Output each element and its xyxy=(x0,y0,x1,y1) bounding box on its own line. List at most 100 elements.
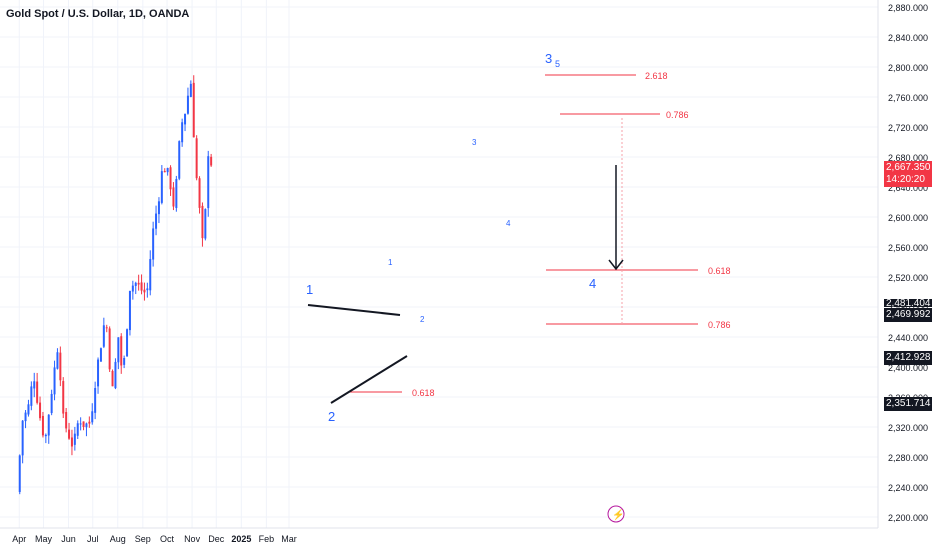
candle-body xyxy=(65,412,68,429)
candle-body xyxy=(117,337,120,363)
candle-body xyxy=(36,381,39,403)
candle-body xyxy=(192,82,195,138)
candle-body xyxy=(126,329,129,357)
candle-body xyxy=(137,282,140,285)
fib-label-0618-mid: 0.618 xyxy=(708,266,731,276)
y-tick-label: 2,320.000 xyxy=(888,423,928,433)
candle-body xyxy=(50,393,53,414)
x-tick-label: Feb xyxy=(259,534,275,544)
candle-body xyxy=(27,404,30,415)
candle-body xyxy=(18,455,21,492)
candle-body xyxy=(70,437,73,447)
candle-body xyxy=(53,367,56,395)
candle-body xyxy=(163,171,166,173)
candle-body xyxy=(166,167,169,173)
candle-body xyxy=(201,205,204,239)
price-badge-d: 2,351.714 xyxy=(884,397,932,411)
candle-body xyxy=(39,402,42,419)
y-tick-label: 2,400.000 xyxy=(888,363,928,373)
candle-body xyxy=(79,423,82,425)
candle-body xyxy=(189,83,192,97)
candle-body xyxy=(47,414,50,436)
x-tick-label: Dec xyxy=(208,534,225,544)
price-badge-b: 2,469.992 xyxy=(884,308,932,322)
candle-body xyxy=(56,352,59,369)
y-tick-label: 2,640.000 xyxy=(888,183,928,193)
wave-label-3: 3 xyxy=(545,51,552,66)
candle-body xyxy=(33,381,36,389)
price-badge-c: 2,412.928 xyxy=(884,351,932,365)
candle-body xyxy=(76,423,79,436)
candle-body xyxy=(140,282,143,291)
candle-body xyxy=(210,156,213,166)
annotations xyxy=(307,74,698,404)
y-tick-label: 2,520.000 xyxy=(888,273,928,283)
candle-body xyxy=(41,415,44,436)
y-tick-label: 2,560.000 xyxy=(888,243,928,253)
candle-body xyxy=(204,209,207,239)
projection-arrow-head xyxy=(608,259,624,271)
x-tick-label: Apr xyxy=(12,534,26,544)
fib-label-2618: 2.618 xyxy=(645,71,668,81)
candle-body xyxy=(123,357,126,365)
candle-body xyxy=(94,388,97,413)
candle-body xyxy=(59,352,62,381)
x-tick-label: Oct xyxy=(160,534,175,544)
wave-label-sub-1: 1 xyxy=(388,258,393,267)
candle-body xyxy=(73,433,76,445)
candle-body xyxy=(24,412,27,422)
candle-body xyxy=(120,336,123,366)
candle-body xyxy=(68,429,71,439)
candle-body xyxy=(157,201,160,215)
candle-body xyxy=(155,213,158,229)
candle-body xyxy=(186,95,189,114)
wave-label-4: 4 xyxy=(589,276,596,291)
candle-body xyxy=(82,421,85,428)
candle-body xyxy=(184,113,187,125)
x-tick-label: Jun xyxy=(61,534,76,544)
chart-title: Gold Spot / U.S. Dollar, 1D, OANDA xyxy=(6,8,190,20)
candle-body xyxy=(21,420,24,456)
candle-body xyxy=(178,141,181,179)
candle-body xyxy=(169,167,172,190)
fib-label-0786-mid: 0.786 xyxy=(708,320,731,330)
candle-body xyxy=(88,421,91,424)
current-price-badge: 2,667.350 xyxy=(884,161,932,175)
candle-body xyxy=(62,381,65,414)
candle-body xyxy=(105,327,108,329)
candle-body xyxy=(195,138,198,179)
candle-body xyxy=(91,411,94,423)
candle-body xyxy=(160,171,163,203)
candle-body xyxy=(102,325,105,347)
x-tick-label: May xyxy=(35,534,53,544)
candle-body xyxy=(85,423,88,428)
y-tick-label: 2,880.000 xyxy=(888,3,928,13)
y-tick-label: 2,800.000 xyxy=(888,63,928,73)
price-badge-a: 2,481.404 xyxy=(884,299,932,307)
triangle-lower-line xyxy=(330,355,408,404)
candle-body xyxy=(175,179,178,208)
countdown-badge: 14:20:20 xyxy=(884,173,932,187)
candle-body xyxy=(99,348,102,362)
candle-body xyxy=(172,187,175,207)
y-tick-label: 2,680.000 xyxy=(888,153,928,163)
x-tick-label: Sep xyxy=(135,534,151,544)
candle-body xyxy=(97,359,100,387)
event-marker xyxy=(607,505,625,523)
candle-body xyxy=(128,290,131,331)
fib-label-0618-low: 0.618 xyxy=(412,388,435,398)
candle-body xyxy=(44,434,47,437)
candle-body xyxy=(149,259,152,291)
candle-body xyxy=(207,156,210,209)
lightning-icon: ⚡ xyxy=(612,508,624,521)
candle-body xyxy=(131,285,134,292)
candle-body xyxy=(30,386,33,406)
x-tick-label: 2025 xyxy=(231,534,251,544)
fib-label-0786-high: 0.786 xyxy=(666,110,689,120)
y-tick-label: 2,840.000 xyxy=(888,33,928,43)
x-tick-label: Nov xyxy=(184,534,201,544)
candle-body xyxy=(181,122,184,143)
y-tick-label: 2,600.000 xyxy=(888,213,928,223)
